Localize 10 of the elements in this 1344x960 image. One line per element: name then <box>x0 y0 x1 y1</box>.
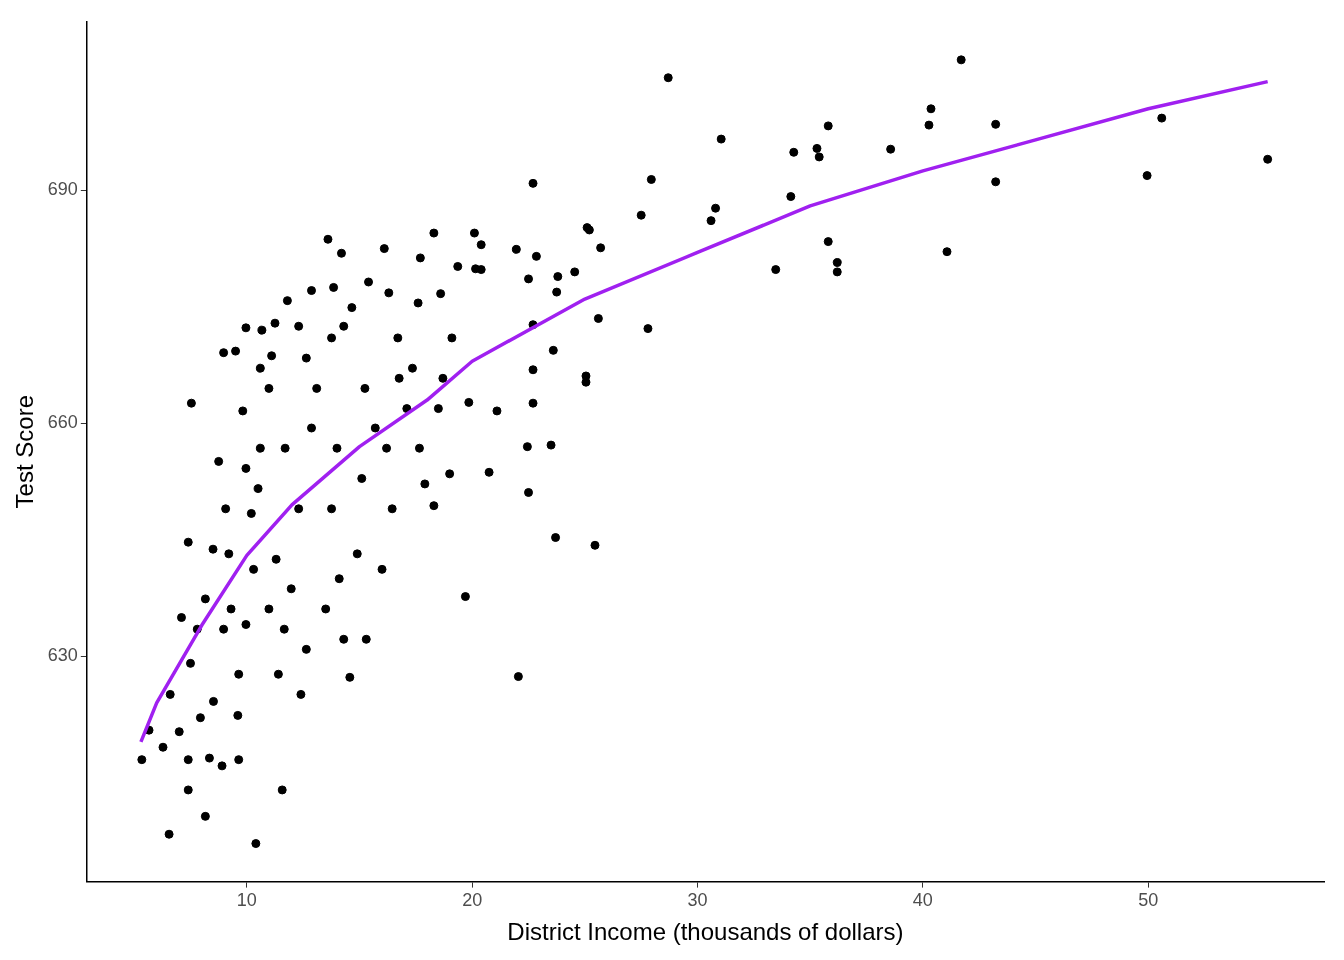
y-tick-label: 630 <box>47 645 78 666</box>
y-axis-title: Test Score <box>11 395 39 509</box>
x-tick-label: 10 <box>236 890 257 911</box>
x-axis-title: District Income (thousands of dollars) <box>507 918 904 946</box>
y-tick-label: 660 <box>47 412 78 433</box>
x-tick-label: 50 <box>1138 890 1159 911</box>
x-tick-label: 40 <box>912 890 933 911</box>
x-tick-label: 20 <box>462 890 483 911</box>
y-tick-label: 690 <box>47 179 78 200</box>
x-tick-label: 30 <box>687 890 708 911</box>
